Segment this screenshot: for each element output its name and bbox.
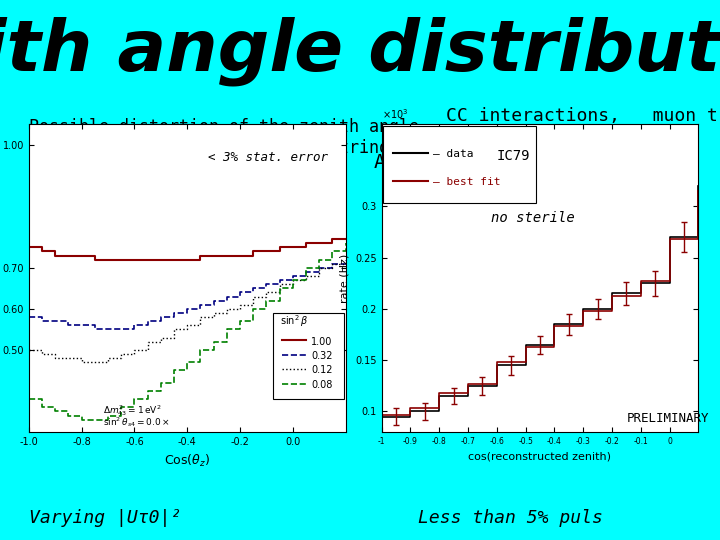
X-axis label: $\mathrm{Cos}(\theta_z)$: $\mathrm{Cos}(\theta_z)$ [164,453,210,469]
Text: $\Delta m^2_{43} = 1\,\mathrm{eV}^2$: $\Delta m^2_{43} = 1\,\mathrm{eV}^2$ [103,403,161,418]
Text: $\sin^2\theta_{s4} = 0.0\times$: $\sin^2\theta_{s4} = 0.0\times$ [103,415,170,429]
Text: 0.32: 0.32 [311,351,333,361]
Text: $\sin^2\beta$: $\sin^2\beta$ [279,314,308,329]
Text: $\times 10^3$: $\times 10^3$ [382,107,408,121]
Text: Varying |Uτ0|²: Varying |Uτ0|² [29,509,181,528]
Y-axis label: rate (Hz): rate (Hz) [340,253,349,303]
FancyBboxPatch shape [273,313,344,399]
Text: Zenith angle distributions: Zenith angle distributions [0,17,720,86]
Text: no sterile: no sterile [491,211,575,225]
X-axis label: cos(reconstructed zenith): cos(reconstructed zenith) [469,451,611,461]
Text: PRELIMINARY: PRELIMINARY [626,411,709,425]
Text: – data: – data [433,149,474,159]
Text: Less than 5% puls: Less than 5% puls [418,509,603,528]
Text: IC79: IC79 [497,149,531,163]
Text: 0.08: 0.08 [311,380,333,390]
Text: < 3% stat. error: < 3% stat. error [208,151,328,164]
Text: Possible distortion of the zenith angle
distribution due to sterile neutrinos: Possible distortion of the zenith angle … [29,118,419,157]
Text: CC interactions,   muon tracks: CC interactions, muon tracks [446,107,720,125]
FancyBboxPatch shape [383,126,536,203]
Text: A. Gross, 1301.4339 [hep-ex]: A. Gross, 1301.4339 [hep-ex] [374,152,703,172]
Text: – best fit: – best fit [433,177,501,187]
Text: 1.00: 1.00 [311,336,333,347]
Text: 0.12: 0.12 [311,366,333,375]
